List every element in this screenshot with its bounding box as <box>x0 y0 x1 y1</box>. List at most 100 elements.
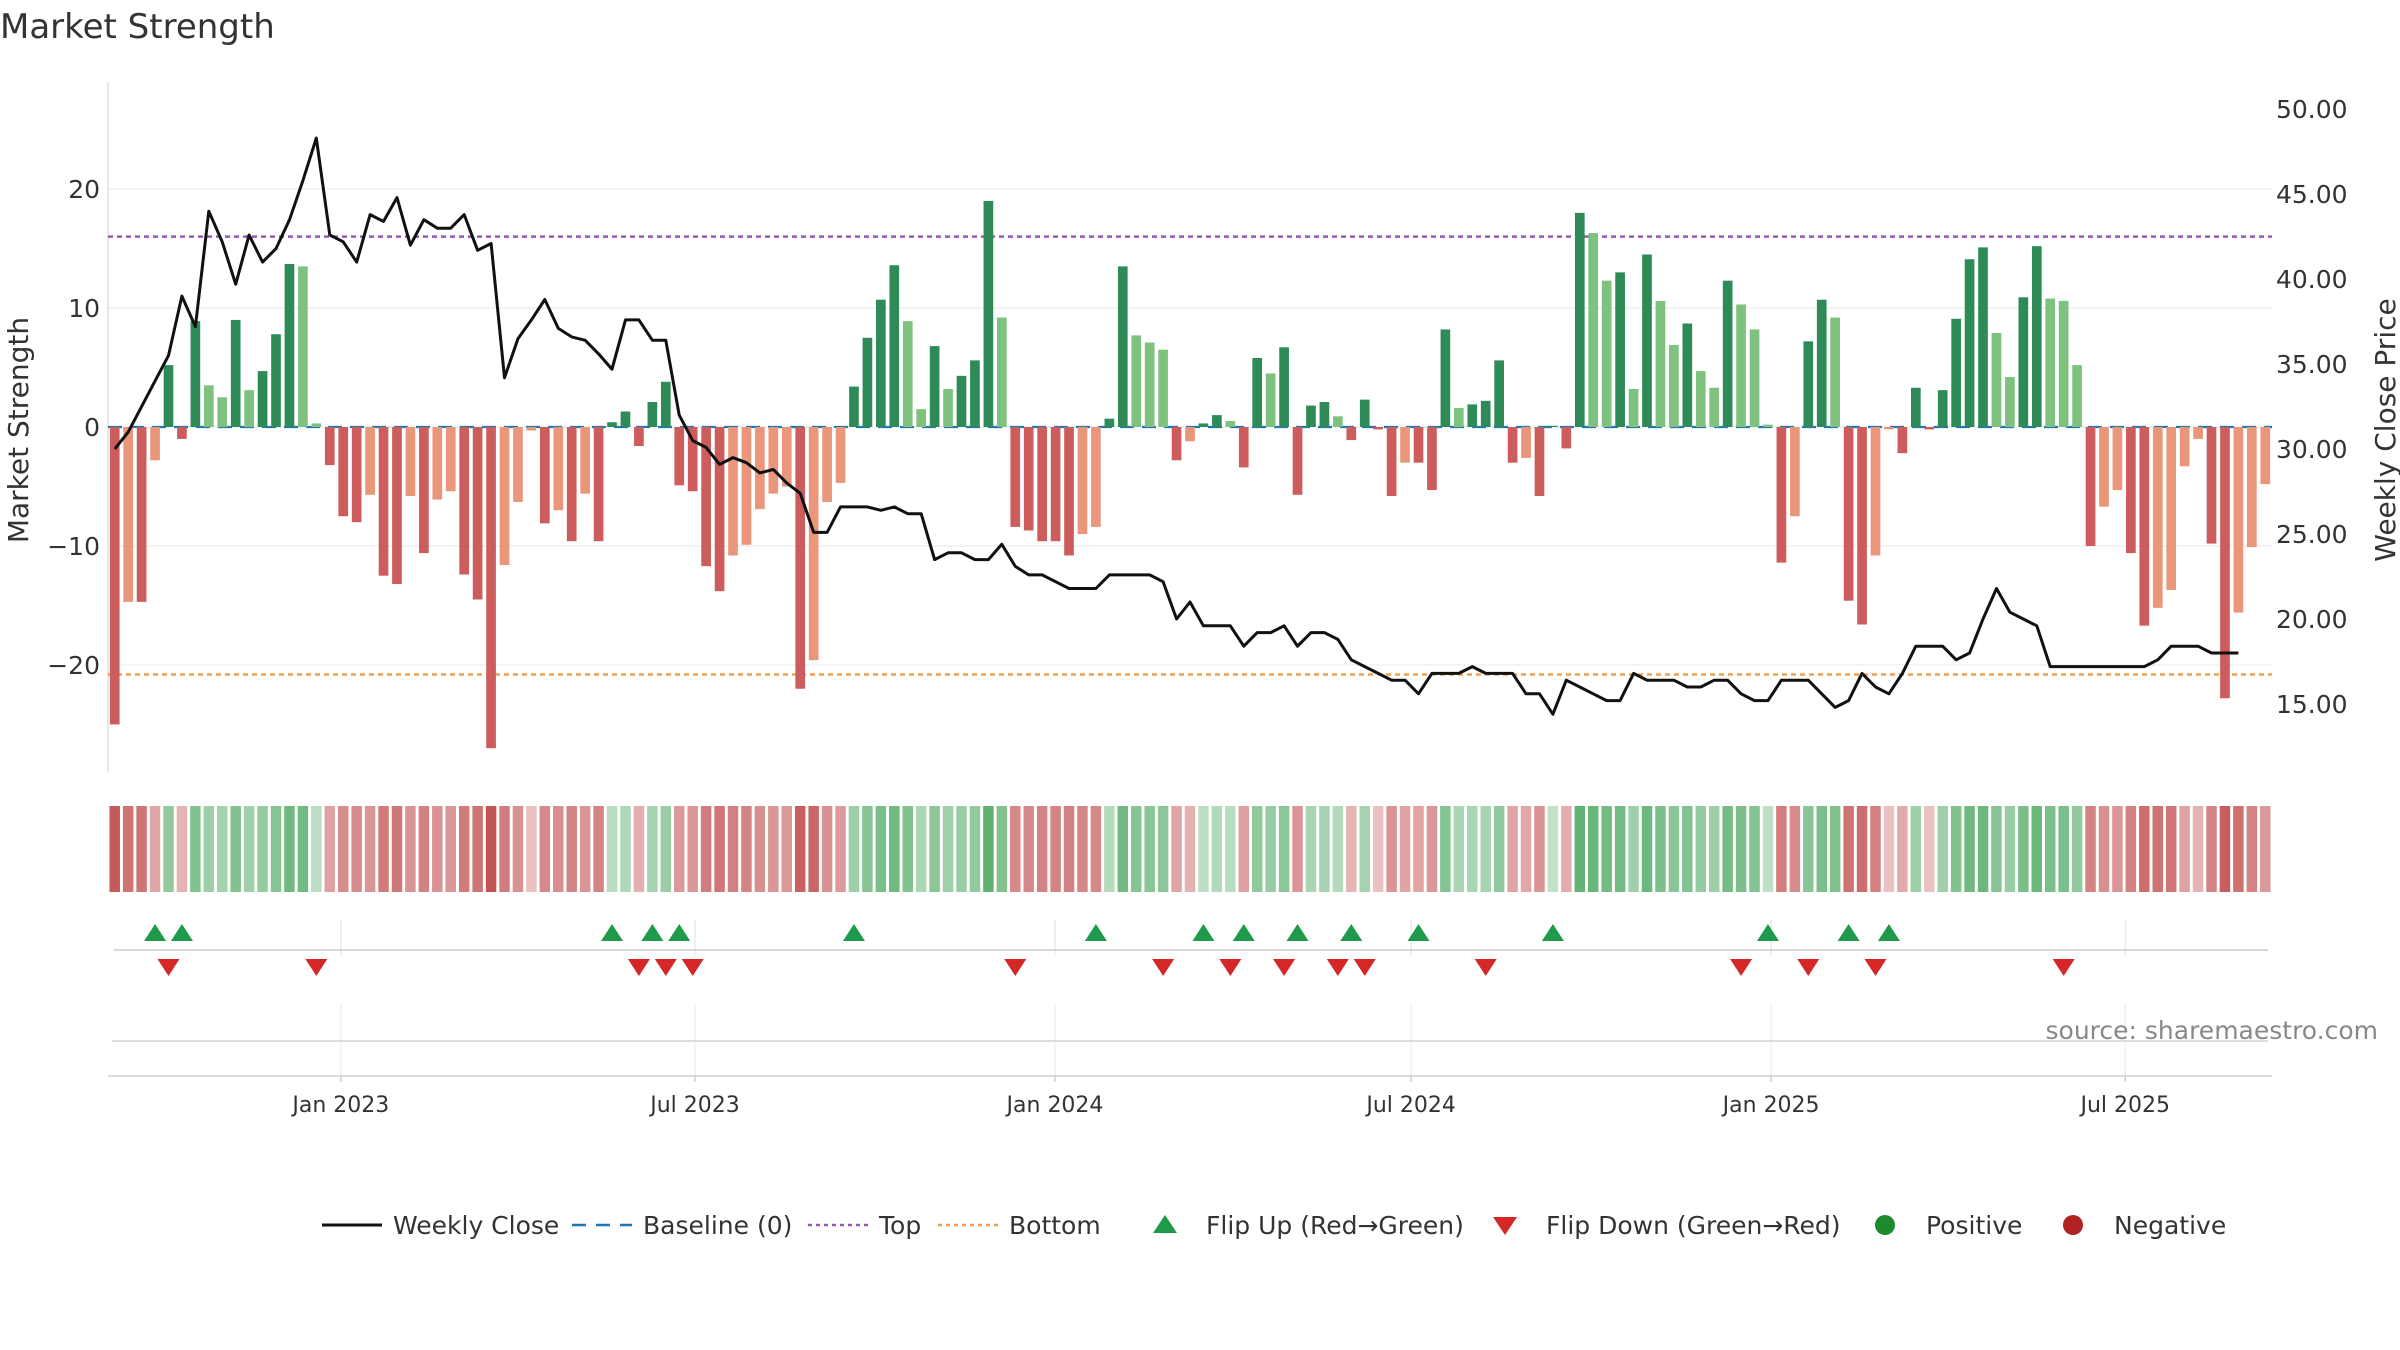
heat-strip-cell <box>1050 806 1061 892</box>
heat-strip-cell <box>620 806 631 892</box>
heat-strip-cell <box>1036 806 1048 892</box>
strength-bar <box>1709 387 1720 427</box>
flip-up-marker <box>1756 924 1779 941</box>
heat-strip-cell <box>2125 806 2137 892</box>
strength-bar <box>1682 323 1693 427</box>
source-note: source: sharemaestro.com <box>2046 1016 2379 1045</box>
heat-strip-cell <box>1104 806 1115 892</box>
strength-bar <box>2233 427 2244 613</box>
heat-strip-cell <box>1789 806 1801 892</box>
strength-bar <box>1803 341 1814 427</box>
heat-strip-cell <box>2233 806 2244 892</box>
strength-bar <box>513 427 523 502</box>
heat-strip-cell <box>176 806 188 892</box>
heat-strip-cell <box>2206 806 2217 892</box>
weekly-close-line <box>113 136 2239 716</box>
heat-strip-cell <box>579 806 591 892</box>
heat-strip-cell <box>1198 806 1209 892</box>
heat-strip-cell <box>1184 806 1196 892</box>
heat-strip-cell <box>1023 806 1034 892</box>
flip-up-marker <box>601 924 624 941</box>
strength-bar <box>2152 427 2163 608</box>
heat-strip-cell <box>1440 806 1451 892</box>
strength-bar <box>365 427 375 495</box>
strength-bar <box>2058 300 2069 427</box>
strength-bar <box>1642 254 1652 427</box>
heat-strip-cell <box>553 806 564 892</box>
strength-bar <box>1467 404 1478 427</box>
heat-strip-cell <box>1386 806 1397 892</box>
axes <box>107 82 2272 1077</box>
heat-strip-cell <box>714 806 725 892</box>
heat-strip-cell <box>1467 806 1478 892</box>
strength-bar <box>2099 427 2109 507</box>
strength-bar <box>835 427 846 483</box>
heat-strip-cell <box>526 806 537 892</box>
heat-strip-cell <box>2152 806 2163 892</box>
flip-up-marker <box>1837 924 1860 941</box>
strength-bar <box>1722 280 1733 427</box>
strength-bar <box>1306 405 1316 427</box>
strength-bar <box>2166 427 2177 590</box>
heat-strip-cell <box>1722 806 1733 892</box>
heat-strip-cell <box>1574 806 1586 892</box>
strength-bar <box>781 427 792 487</box>
strength-bar <box>1534 427 1545 496</box>
heat-strip-cell <box>378 806 389 892</box>
heat-strip-cell <box>324 806 336 892</box>
flip-up-marker <box>170 924 193 941</box>
heat-strip-cell <box>2139 806 2150 892</box>
strength-bar <box>1023 427 1034 531</box>
heat-strip-cell <box>2219 806 2231 892</box>
legend-label: Baseline (0) <box>643 1211 792 1240</box>
strength-bar <box>1279 347 1289 427</box>
strength-bar <box>432 427 443 500</box>
strength-bar <box>351 427 362 523</box>
heat-strip-cell <box>1144 806 1155 892</box>
flip-down-marker <box>1326 959 1349 976</box>
gridlines <box>108 188 2272 1076</box>
strength-bar <box>2085 427 2096 546</box>
legend-swatch-triangle-up <box>1153 1215 1177 1233</box>
strength-bar <box>2139 427 2150 626</box>
strength-bar <box>190 321 201 427</box>
heat-strip-cell <box>109 806 120 892</box>
legend: Weekly Close Baseline (0) Top Bottom Flip Up… <box>322 1211 2226 1240</box>
strength-bar <box>2031 246 2042 427</box>
flip-up-marker <box>1192 924 1215 941</box>
flip-down-marker <box>1273 959 1296 976</box>
flip-down-marker <box>1797 959 1820 976</box>
flip-down-marker <box>1004 959 1027 976</box>
heat-strip-cell <box>1480 806 1491 892</box>
strength-bar <box>687 427 698 492</box>
heat-strip-cell <box>445 806 456 892</box>
strength-bar <box>1131 335 1142 427</box>
heat-strip-cell <box>391 806 403 892</box>
strength-bar <box>1453 407 1464 427</box>
strength-bar <box>1494 360 1504 427</box>
strength-bar <box>580 427 590 494</box>
flip-down-marker <box>654 959 677 976</box>
heat-strip-cell <box>2165 806 2177 892</box>
left-axis-label: Market Strength <box>2 317 35 543</box>
heat-strip-cell <box>1695 806 1706 892</box>
heat-strip-cell <box>190 806 201 892</box>
strength-bar <box>902 321 913 427</box>
x-tick-label: Jan 2023 <box>290 1093 389 1118</box>
strength-bar <box>983 200 994 427</box>
strength-bar <box>539 427 550 524</box>
flip-up-marker <box>1877 924 1900 941</box>
strength-bar <box>647 402 658 427</box>
strength-bar <box>1937 390 1948 427</box>
strength-bar <box>634 427 644 447</box>
strength-bar <box>445 427 456 492</box>
strength-bar <box>136 427 147 602</box>
strength-bar <box>324 427 335 466</box>
heat-strip-cell <box>1265 806 1276 892</box>
strength-bar <box>271 334 281 427</box>
strength-bar <box>459 427 470 575</box>
heat-strip-cell <box>741 806 752 892</box>
heat-strip-cell <box>311 806 322 892</box>
strength-bar <box>163 365 174 427</box>
